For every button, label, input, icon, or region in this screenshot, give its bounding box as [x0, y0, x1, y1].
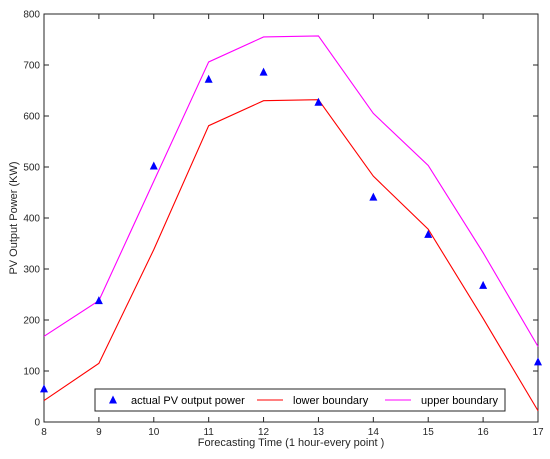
- x-axis: 8 9 10 11 12 13 14 15 16 17: [41, 14, 544, 438]
- y-axis-label: PV Output Power (KW): [8, 161, 20, 274]
- legend: actual PV output power lower boundary uppe…: [94, 388, 506, 412]
- legend-label: upper boundary: [421, 395, 499, 407]
- x-tick-label: 13: [313, 427, 325, 438]
- y-tick-label: 200: [23, 316, 40, 327]
- actual-power-point: [534, 357, 542, 366]
- actual-power-point: [259, 67, 268, 76]
- x-tick-label: 10: [148, 427, 160, 438]
- y-tick-label: 700: [23, 61, 40, 72]
- y-tick-label: 100: [23, 367, 40, 378]
- legend-marker: [109, 395, 117, 404]
- actual-power-point: [94, 296, 103, 305]
- x-tick-label: 9: [96, 427, 102, 438]
- x-tick-label: 16: [478, 427, 490, 438]
- series-points: [40, 67, 542, 393]
- y-tick-label: 800: [23, 10, 40, 21]
- actual-power-point: [314, 97, 323, 106]
- y-tick-label: 500: [23, 163, 40, 174]
- x-tick-label: 11: [203, 427, 214, 438]
- actual-power-point: [40, 384, 48, 393]
- actual-power-point: [149, 161, 158, 170]
- x-tick-label: 8: [41, 427, 47, 438]
- y-tick-label: 300: [23, 265, 40, 276]
- lower-boundary-line: [43, 99, 539, 412]
- x-tick-label: 12: [258, 427, 270, 438]
- y-tick-label: 0: [34, 418, 40, 429]
- x-tick-label: 17: [532, 427, 544, 438]
- x-tick-label: 15: [423, 427, 435, 438]
- legend-label: lower boundary: [293, 395, 369, 407]
- x-tick-label: 14: [368, 427, 380, 438]
- legend-item: upper boundary: [385, 395, 499, 407]
- plot-area: [43, 13, 539, 423]
- legend-label: actual PV output power: [131, 395, 245, 407]
- actual-power-point: [479, 280, 488, 289]
- legend-box: [94, 388, 506, 412]
- series-lines: [43, 35, 539, 412]
- y-axis: 0 100 200 300 400 500 600 700 800: [23, 10, 538, 429]
- actual-power-point: [204, 74, 213, 83]
- legend-item: actual PV output power: [109, 395, 245, 407]
- actual-power-point: [369, 192, 378, 201]
- upper-boundary-line: [43, 35, 539, 347]
- y-tick-label: 600: [23, 112, 40, 123]
- actual-power-point: [424, 229, 433, 238]
- y-tick-label: 400: [23, 214, 40, 225]
- x-axis-label: Forecasting Time (1 hour-every point ): [198, 437, 384, 449]
- legend-item: lower boundary: [257, 395, 369, 407]
